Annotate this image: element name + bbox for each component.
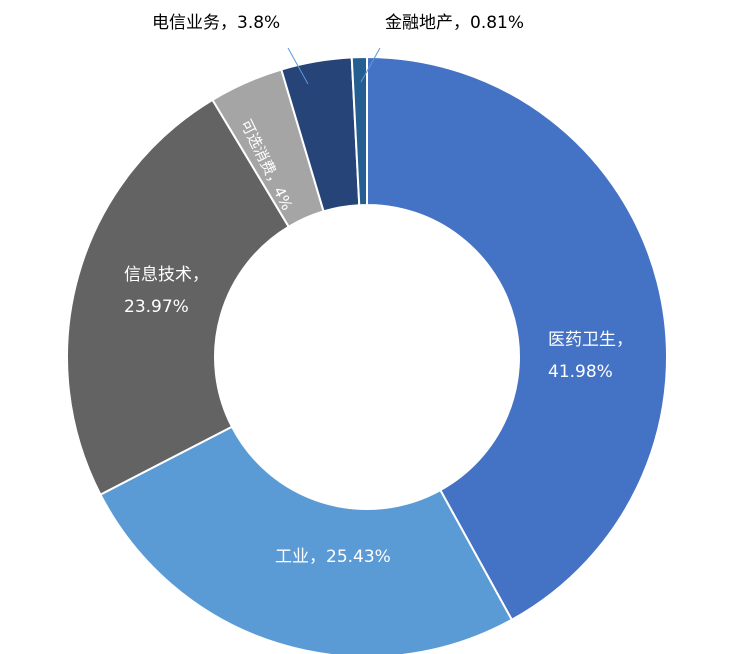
- leader-line-5: [287, 47, 309, 85]
- slice-label-6: 金融地产，0.81%: [385, 13, 524, 33]
- donut-slices: [66, 55, 668, 654]
- slice-label-line: 医药卫生，: [548, 330, 633, 350]
- slice-1: [366, 55, 668, 622]
- slice-label-line: 电信业务，3.8%: [152, 13, 280, 33]
- slice-6: [350, 55, 368, 207]
- leader-lines: [287, 47, 381, 85]
- slice-label-line: 41.98%: [548, 362, 613, 382]
- slice-2: [99, 425, 514, 654]
- leader-line-6: [360, 47, 381, 83]
- slice-label-2: 工业，25.43%: [275, 547, 391, 567]
- slice-label-line: 23.97%: [124, 297, 189, 317]
- slice-label-5: 电信业务，3.8%: [152, 13, 280, 33]
- slice-label-line: 信息技术，: [124, 265, 209, 285]
- slice-3: [66, 98, 291, 496]
- slice-label-line: 工业，25.43%: [275, 547, 391, 567]
- slice-label-3: 信息技术， 23.97%: [124, 265, 209, 317]
- slice-label-line: 金融地产，0.81%: [385, 13, 524, 33]
- slice-label-1: 医药卫生， 41.98%: [548, 330, 633, 382]
